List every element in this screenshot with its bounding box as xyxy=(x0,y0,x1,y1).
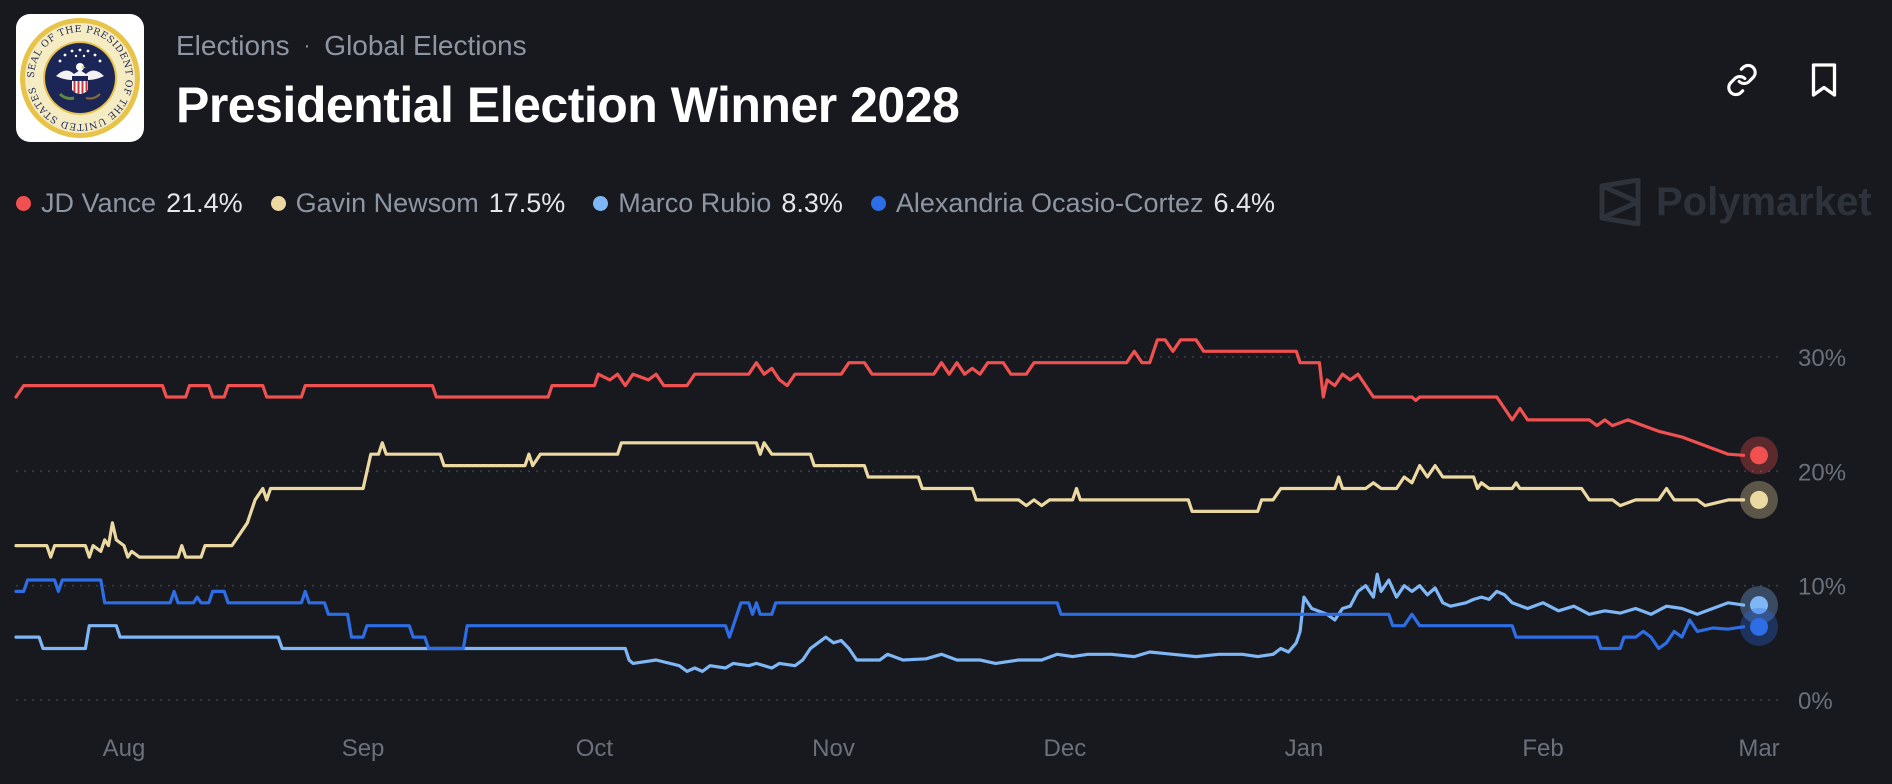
link-icon xyxy=(1727,63,1757,97)
series-line-gavin-newsom[interactable] xyxy=(14,441,1746,559)
breadcrumb-separator: · xyxy=(303,34,311,57)
x-tick-label: Mar xyxy=(1738,735,1779,762)
legend-name: JD Vance xyxy=(41,187,157,218)
y-tick-label: 20% xyxy=(1798,459,1846,486)
legend-dot-newsom xyxy=(270,195,286,211)
breadcrumb-elections[interactable]: Elections xyxy=(176,30,290,61)
legend-name: Marco Rubio xyxy=(618,187,772,218)
legend-item-newsom[interactable]: Gavin Newsom 17.5% xyxy=(270,187,566,219)
x-tick-label: Oct xyxy=(576,735,614,762)
y-tick-label: 30% xyxy=(1798,345,1846,372)
series-end-marker xyxy=(1750,617,1768,636)
breadcrumb-global-elections[interactable]: Global Elections xyxy=(324,30,527,61)
legend-value: 6.4% xyxy=(1213,187,1276,218)
x-tick-label: Aug xyxy=(103,735,146,762)
legend-name: Gavin Newsom xyxy=(295,187,479,218)
brand-name: Polymarket xyxy=(1656,179,1872,224)
presidential-seal-icon: SEAL OF THE PRESIDENT OF THE UNITED STAT… xyxy=(16,14,144,142)
x-tick-label: Dec xyxy=(1044,735,1087,762)
legend-value: 17.5% xyxy=(488,187,566,218)
breadcrumb: Elections · Global Elections xyxy=(176,28,527,64)
legend-value: 21.4% xyxy=(166,187,243,218)
x-tick-label: Feb xyxy=(1522,735,1563,762)
x-tick-label: Sep xyxy=(342,735,385,762)
chart-legend: JD Vance 21.4% Gavin Newsom 17.5% Marco … xyxy=(16,184,1275,222)
series-end-marker xyxy=(1750,596,1768,615)
series-line-marco-rubio[interactable] xyxy=(14,572,1746,673)
polymarket-logo-icon xyxy=(1599,178,1641,226)
x-tick-label: Jan xyxy=(1285,735,1324,762)
legend-name: Alexandria Ocasio-Cortez xyxy=(895,187,1204,218)
series-line-jd-vance[interactable] xyxy=(14,338,1746,457)
bookmark-icon xyxy=(1811,63,1837,97)
page-title: Presidential Election Winner 2028 xyxy=(176,77,960,133)
y-tick-label: 10% xyxy=(1798,574,1846,601)
legend-item-rubio[interactable]: Marco Rubio 8.3% xyxy=(593,188,843,219)
polymarket-logo: Polymarket xyxy=(1598,176,1872,228)
market-header: SEAL OF THE PRESIDENT OF THE UNITED STAT… xyxy=(0,0,1892,160)
copy-link-button[interactable] xyxy=(1718,56,1766,104)
x-tick-label: Nov xyxy=(812,735,855,762)
series-end-marker xyxy=(1750,490,1768,509)
legend-item-ocasio-cortez[interactable]: Alexandria Ocasio-Cortez 6.4% xyxy=(870,187,1276,219)
legend-dot-vance xyxy=(16,195,31,211)
legend-item-vance[interactable]: JD Vance 21.4% xyxy=(16,188,243,219)
legend-dot-ocasio-cortez xyxy=(870,195,886,211)
bookmark-button[interactable] xyxy=(1800,56,1848,104)
series-line-alexandria-ocasio-cortez[interactable] xyxy=(14,578,1746,651)
legend-value: 8.3% xyxy=(781,187,843,218)
series-end-marker xyxy=(1750,446,1768,465)
legend-dot-rubio xyxy=(593,195,609,211)
y-tick-label: 0% xyxy=(1798,688,1833,715)
